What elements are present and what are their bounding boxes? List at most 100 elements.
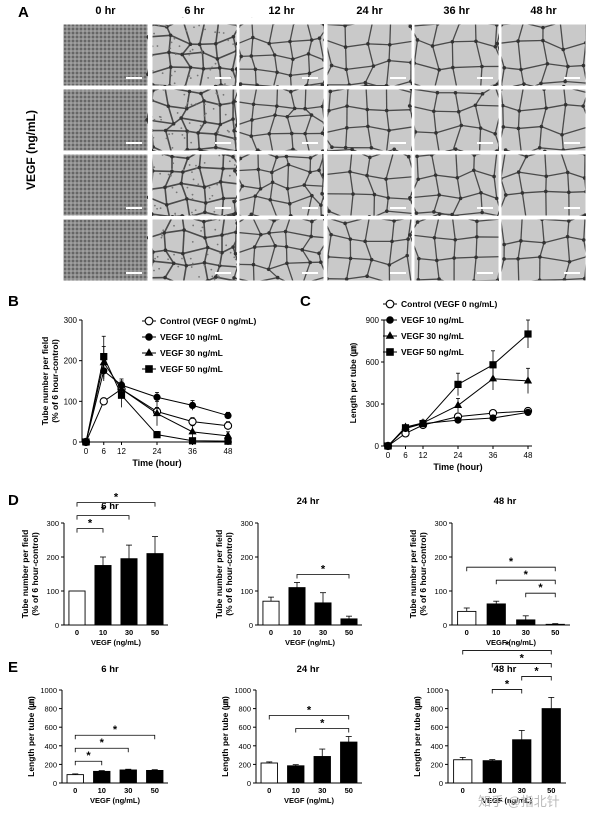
data-point (188, 417, 197, 426)
chart-title: 48 hr (494, 496, 517, 507)
x-tick-label: 30 (318, 786, 326, 795)
y-tick-label: 100 (64, 397, 78, 406)
micrograph-grid (55, 17, 600, 289)
series-line (85, 355, 229, 443)
x-tick-label: 30 (125, 628, 133, 637)
micrograph-cell (62, 88, 149, 152)
y-tick-label: 0 (375, 442, 380, 451)
y-tick-label: 100 (434, 587, 447, 596)
significance-bracket: * (76, 505, 130, 520)
x-tick-label: 50 (151, 628, 159, 637)
y-tick-label: 300 (240, 519, 253, 528)
y-tick-label: 600 (44, 723, 57, 732)
column-label: 12 hr (268, 5, 295, 17)
y-tick-label: 400 (238, 742, 251, 751)
x-tick-label: 10 (292, 786, 300, 795)
bar (545, 623, 565, 626)
chart-b-tube-number: 0 100 200 300 0 6 12 24 36 48 Time (hour) Tube numb… (40, 316, 256, 468)
bar (313, 756, 331, 784)
significance-label: * (101, 505, 106, 517)
legend-entry: VEGF 50 ng/mL (160, 364, 223, 374)
data-point (384, 442, 392, 450)
x-tick-label: 50 (551, 628, 559, 637)
significance-bracket: * (296, 564, 350, 579)
x-tick-label: 36 (188, 447, 197, 456)
data-point (386, 316, 394, 324)
y-tick-label: 200 (64, 357, 78, 366)
significance-bracket: * (462, 639, 552, 655)
micrograph-cell (494, 148, 592, 222)
x-tick-label: 24 (454, 451, 463, 460)
bar (120, 558, 138, 626)
y-tick-label: 600 (430, 723, 443, 732)
chart-title: 6 hr (101, 501, 119, 512)
svg-text:Tube number per field: Tube number per field (40, 337, 50, 426)
data-point (524, 408, 532, 416)
micrograph-cell (320, 83, 418, 154)
data-point (223, 421, 233, 430)
significance-bracket: * (491, 678, 523, 694)
micrograph-axis-label: VEGF (ng/mL) (24, 110, 38, 190)
y-tick-label: 0 (73, 438, 78, 447)
micrograph-cell (146, 212, 243, 288)
y-tick-label: 1000 (40, 686, 57, 695)
y-tick-label: 300 (64, 316, 78, 325)
significance-label: * (520, 652, 525, 664)
micrograph-cell (232, 17, 330, 93)
data-point (145, 333, 153, 341)
data-point (489, 361, 497, 369)
data-point (524, 330, 532, 338)
significance-bracket: * (491, 652, 552, 668)
svg-text:Tube number per field: Tube number per field (214, 530, 224, 619)
data-point (489, 414, 497, 422)
significance-bracket: * (268, 705, 350, 720)
x-axis-label: VEGF (ng/mL) (91, 638, 141, 647)
micrograph-cell (408, 147, 504, 219)
y-tick-label: 200 (434, 553, 447, 562)
x-tick-label: 0 (267, 786, 271, 795)
bar (541, 708, 561, 784)
data-point (117, 391, 126, 399)
significance-label: * (86, 750, 91, 762)
data-point (188, 401, 197, 409)
bar (93, 770, 111, 784)
y-tick-label: 300 (366, 400, 380, 409)
y-tick-label: 0 (53, 779, 57, 788)
watermark: 知乎 @指北针 (478, 794, 560, 809)
y-tick-label: 200 (44, 760, 57, 769)
bar (486, 603, 506, 626)
bar (288, 587, 306, 626)
micrograph-cell (320, 214, 414, 286)
y-axis-label: Tube number per field (% of 6 hour-contro… (408, 530, 428, 619)
panel-letter-c: C (300, 293, 311, 310)
micrograph-cell (495, 18, 589, 93)
y-tick-label: 0 (439, 779, 443, 788)
x-tick-label: 50 (345, 786, 353, 795)
significance-label: * (524, 569, 529, 581)
micrograph-cell (145, 17, 242, 91)
micrograph-cell (145, 84, 239, 158)
x-tick-label: 48 (524, 451, 533, 460)
x-tick-label: 10 (98, 786, 106, 795)
data-point (454, 416, 462, 424)
y-tick-label: 600 (238, 723, 251, 732)
y-axis-label: Tube number per field (% of 6 hour-contro… (20, 530, 40, 619)
x-tick-label: 50 (345, 628, 353, 637)
x-axis-label: VEGF (ng/mL) (284, 796, 334, 805)
x-tick-label: 30 (319, 628, 327, 637)
bar (512, 739, 532, 784)
svg-text:Length per tube (㎛): Length per tube (㎛) (26, 696, 37, 777)
y-tick-label: 800 (44, 705, 57, 714)
x-tick-label: 0 (73, 786, 77, 795)
series-line (85, 361, 229, 443)
data-point (523, 376, 533, 384)
x-tick-label: 50 (547, 786, 555, 795)
micrograph-cell (232, 212, 331, 288)
x-tick-label: 0 (386, 451, 391, 460)
column-label: 0 hr (95, 5, 116, 17)
y-tick-label: 400 (430, 742, 443, 751)
legend-entry: VEGF 10 ng/mL (160, 332, 223, 342)
y-tick-label: 100 (240, 587, 253, 596)
x-tick-label: 24 (153, 447, 162, 456)
